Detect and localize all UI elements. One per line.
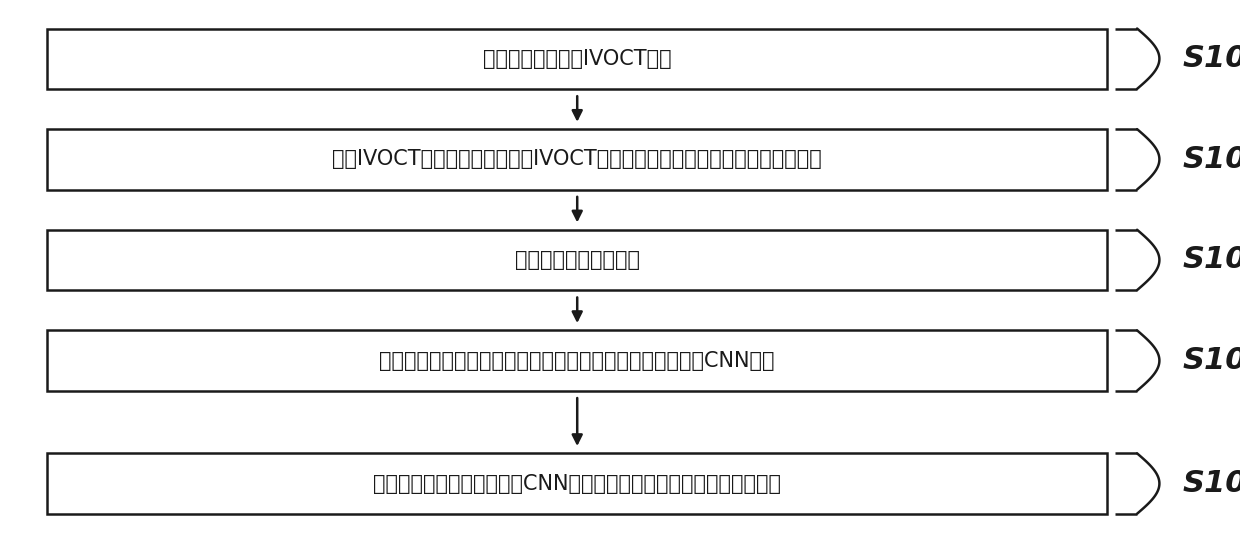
Text: 利用所述训练样本集对所述卷积神经网络进行训练，以获取CNN模型: 利用所述训练样本集对所述卷积神经网络进行训练，以获取CNN模型 — [379, 350, 775, 371]
Text: 获取多个已标记的IVOCT图像: 获取多个已标记的IVOCT图像 — [482, 49, 672, 69]
Text: S105: S105 — [1183, 469, 1240, 498]
FancyBboxPatch shape — [47, 129, 1107, 190]
FancyBboxPatch shape — [47, 453, 1107, 514]
Text: S101: S101 — [1183, 44, 1240, 73]
Text: 将所述测试样本集输入所述CNN模型，获取不同组织对应的组织类型图: 将所述测试样本集输入所述CNN模型，获取不同组织对应的组织类型图 — [373, 473, 781, 494]
Text: S103: S103 — [1183, 245, 1240, 274]
Text: 构建卷积神经网络结构: 构建卷积神经网络结构 — [515, 250, 640, 270]
Text: S102: S102 — [1183, 145, 1240, 174]
FancyBboxPatch shape — [47, 230, 1107, 290]
FancyBboxPatch shape — [47, 29, 1107, 89]
Text: 建立IVOCT图像样本集，将所述IVOCT图像样本集分为训练样本集和测试样本集: 建立IVOCT图像样本集，将所述IVOCT图像样本集分为训练样本集和测试样本集 — [332, 149, 822, 169]
FancyBboxPatch shape — [47, 330, 1107, 391]
Text: S104: S104 — [1183, 346, 1240, 375]
